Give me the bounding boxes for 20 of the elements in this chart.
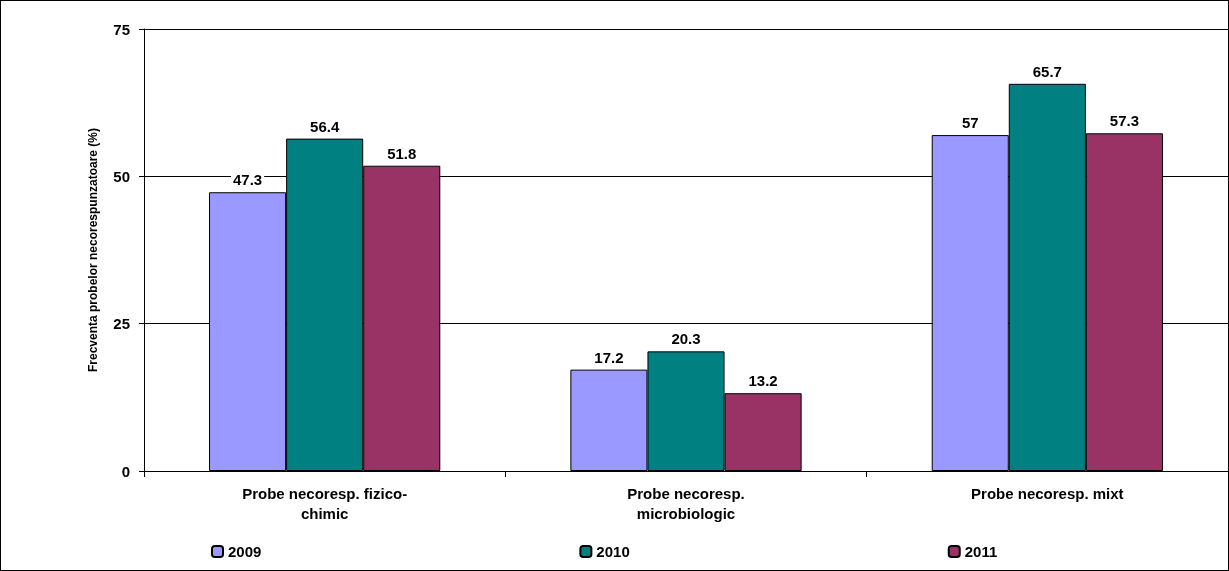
data-label: 56.4 — [310, 117, 340, 135]
legend-label: 2010 — [596, 543, 630, 560]
y-tick-label: 50 — [113, 167, 130, 185]
data-label: 20.3 — [671, 330, 701, 348]
data-label: 57.3 — [1109, 112, 1140, 130]
data-label: 65.7 — [1032, 62, 1062, 80]
y-axis-title: Frecventa probelor necorespunzatoare (%) — [86, 127, 100, 373]
y-tick-label: 75 — [113, 20, 130, 38]
x-tick-label: Probe necoresp. fizico- chimic — [242, 484, 408, 522]
y-tick-label: 25 — [113, 315, 130, 333]
data-label: 17.2 — [594, 348, 624, 366]
data-label: 13.2 — [748, 372, 778, 390]
legend-label: 2011 — [964, 543, 998, 560]
x-tick-label: Probe necoresp. mixt — [971, 484, 1124, 502]
data-label: 51.8 — [387, 144, 417, 162]
data-label: 57 — [961, 114, 979, 132]
y-tick-label: 0 — [121, 462, 130, 480]
x-tick-label: Probe necoresp. microbiologic — [627, 484, 745, 522]
legend-label: 2009 — [228, 543, 262, 560]
data-label: 47.3 — [232, 171, 263, 189]
